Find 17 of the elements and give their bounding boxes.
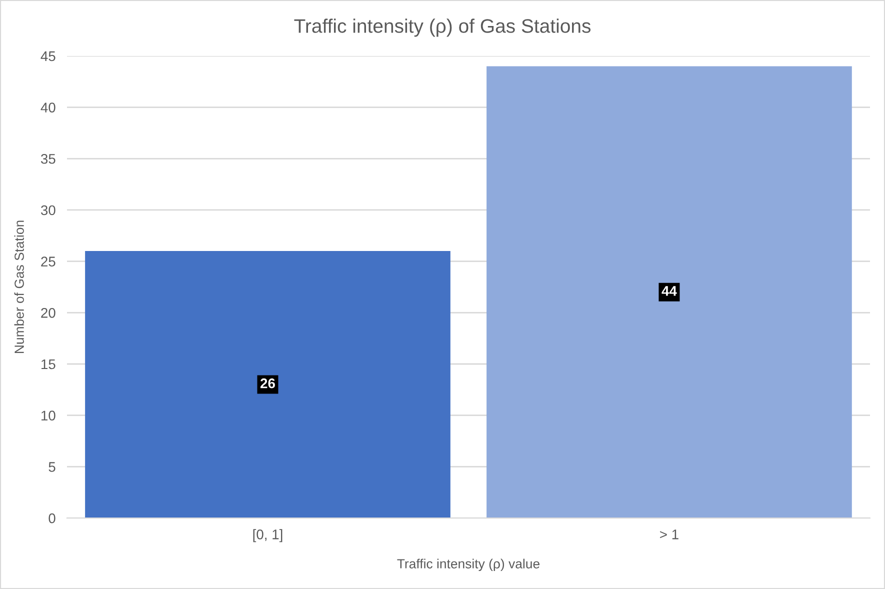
chart-title: Traffic intensity (ρ) of Gas Stations <box>294 18 591 37</box>
x-tick-label: [0, 1] <box>253 529 282 542</box>
x-tick-label: > 1 <box>660 530 678 540</box>
y-tick-label: 10 <box>41 410 56 421</box>
y-tick-label: 25 <box>41 256 56 266</box>
y-tick-label: 30 <box>40 205 56 216</box>
y-tick-label: 0 <box>48 513 56 524</box>
y-tick-label: 15 <box>41 359 56 370</box>
x-axis-title: Traffic intensity (ρ) value <box>397 558 540 572</box>
y-tick-label: 35 <box>40 154 56 164</box>
y-tick-label: 45 <box>40 51 56 62</box>
y-tick-label: 20 <box>41 308 56 318</box>
data-label: 44 <box>662 286 677 296</box>
y-tick-label: 5 <box>48 462 56 472</box>
data-label: 26 <box>260 378 275 388</box>
y-tick-label: 40 <box>40 102 56 112</box>
y-axis-title: Number of Gas Station <box>14 220 24 354</box>
